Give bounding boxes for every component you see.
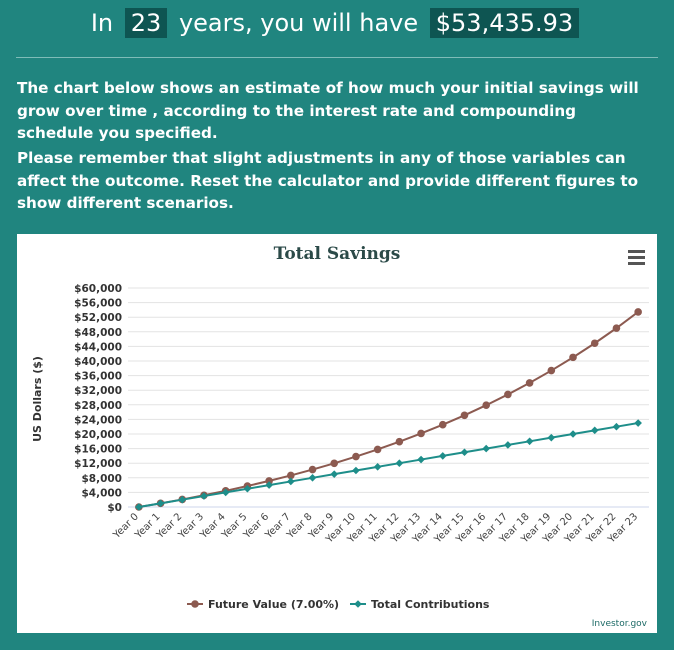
data-point[interactable] xyxy=(265,481,273,489)
data-point[interactable] xyxy=(634,308,642,316)
data-point[interactable] xyxy=(330,470,339,478)
y-tick-label: $4,000 xyxy=(81,487,122,499)
savings-chart: Total Savings $0 $4,000 $8,000 $12,000 $16,0… xyxy=(31,244,649,611)
data-point[interactable] xyxy=(200,492,208,500)
data-point[interactable] xyxy=(525,379,534,387)
headline-prefix: In xyxy=(90,9,114,37)
data-point[interactable] xyxy=(287,477,295,486)
legend-item[interactable]: Future Value (7.00%) xyxy=(187,598,339,611)
y-tick-label: $16,000 xyxy=(74,444,122,456)
data-point[interactable] xyxy=(395,437,404,446)
headline: In 23 years, you will have $53,435.93 xyxy=(0,6,674,40)
data-point[interactable] xyxy=(373,463,382,471)
legend-label: Future Value (7.00%) xyxy=(208,598,339,611)
data-point[interactable] xyxy=(352,452,360,461)
data-point[interactable] xyxy=(612,422,621,431)
credit-link[interactable]: Investor.gov xyxy=(591,619,647,629)
legend-item[interactable]: Total Contributions xyxy=(350,598,490,611)
data-point[interactable] xyxy=(547,433,556,442)
data-point[interactable] xyxy=(417,429,425,438)
disclaimer-paragraph: Please remember that slight adjustments … xyxy=(17,149,639,212)
data-point[interactable] xyxy=(482,401,490,410)
data-point[interactable] xyxy=(178,495,187,504)
y-tick-label: $28,000 xyxy=(74,400,122,412)
data-point[interactable] xyxy=(590,339,599,348)
data-point[interactable] xyxy=(330,459,339,468)
data-point[interactable] xyxy=(547,366,556,375)
years-value: 23 xyxy=(124,8,168,38)
description-paragraph: The chart below shows an estimate of how… xyxy=(17,79,639,142)
data-point[interactable] xyxy=(308,465,317,474)
divider xyxy=(16,57,658,58)
data-point[interactable] xyxy=(373,445,382,454)
y-tick-label: $56,000 xyxy=(74,298,122,310)
data-point[interactable] xyxy=(482,444,490,453)
data-point[interactable] xyxy=(590,426,599,435)
data-point[interactable] xyxy=(569,353,577,362)
legend-label: Total Contributions xyxy=(371,598,490,611)
y-tick-label: $48,000 xyxy=(74,327,122,339)
y-tick-label: $8,000 xyxy=(81,473,122,485)
data-point[interactable] xyxy=(265,477,273,485)
y-tick-label: $36,000 xyxy=(74,371,122,383)
series-line xyxy=(138,422,639,508)
data-point[interactable] xyxy=(352,466,360,475)
data-point[interactable] xyxy=(460,448,469,457)
data-point[interactable] xyxy=(395,459,404,467)
data-point[interactable] xyxy=(438,452,447,460)
chart-title: Total Savings xyxy=(274,244,401,264)
y-tick-label: $24,000 xyxy=(74,414,122,426)
data-point[interactable] xyxy=(634,419,642,427)
y-tick-label: $0 xyxy=(107,502,122,514)
hamburger-menu-icon[interactable] xyxy=(628,250,645,265)
data-point[interactable] xyxy=(438,420,447,429)
data-point[interactable] xyxy=(417,455,425,464)
y-tick-label: $60,000 xyxy=(74,283,122,295)
data-point[interactable] xyxy=(221,488,230,497)
data-point[interactable] xyxy=(308,474,317,482)
y-tick-label: $12,000 xyxy=(74,458,122,470)
data-point[interactable] xyxy=(243,484,252,493)
chart-card: Total Savings $0 $4,000 $8,000 $12,000 $16,0… xyxy=(17,234,657,633)
y-tick-label: $32,000 xyxy=(74,385,122,397)
y-axis-label: US Dollars ($) xyxy=(31,356,44,442)
data-point[interactable] xyxy=(460,411,469,420)
y-tick-label: $44,000 xyxy=(74,341,122,353)
final-amount: $53,435.93 xyxy=(429,8,580,38)
data-point[interactable] xyxy=(525,437,534,446)
data-point[interactable] xyxy=(504,441,512,449)
y-tick-label: $52,000 xyxy=(74,312,122,324)
data-point[interactable] xyxy=(504,390,512,399)
data-point[interactable] xyxy=(569,430,577,438)
data-point[interactable] xyxy=(612,324,621,332)
y-tick-label: $20,000 xyxy=(74,429,122,441)
data-point[interactable] xyxy=(287,471,295,480)
data-point[interactable] xyxy=(156,499,165,508)
headline-middle: years, you will have xyxy=(178,9,419,37)
y-tick-label: $40,000 xyxy=(74,356,122,368)
